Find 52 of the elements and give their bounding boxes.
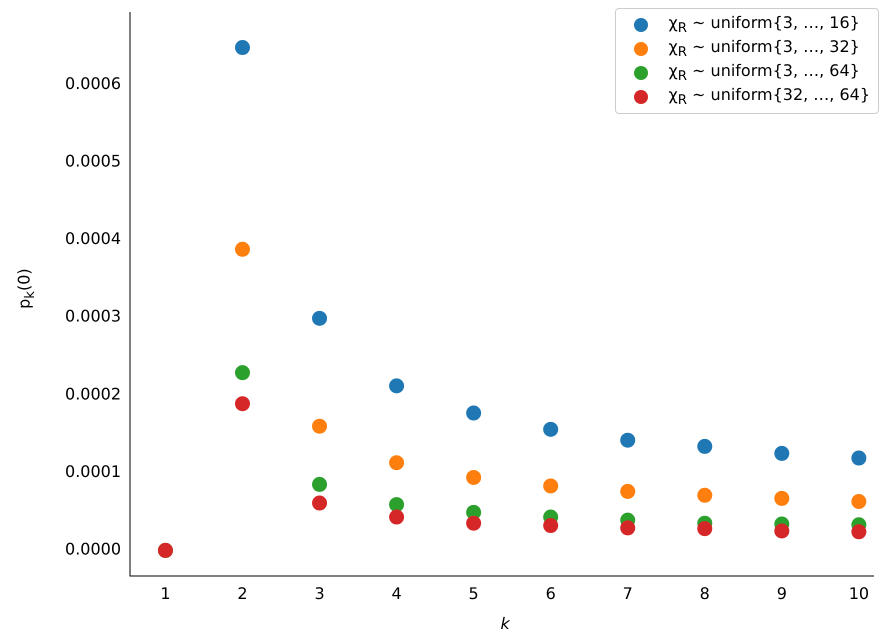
legend-label: χ$_{R}$ ∼ uniform{3, …, 32}: [668, 37, 860, 61]
y-tick-label: 0.0004: [65, 229, 121, 248]
point: [851, 450, 866, 466]
point: [234, 396, 250, 412]
point: [389, 455, 404, 470]
legend-label: χ$_{R}$ ∼ uniform{3, …, 16}: [668, 13, 860, 37]
x-tick-label: 8: [700, 584, 710, 603]
x-axis-title: k: [500, 614, 510, 633]
point: [389, 378, 404, 394]
x-tick-label: 2: [237, 584, 248, 603]
legend-label: χ$_{R}$ ∼ uniform{32, …, 64}: [668, 85, 870, 109]
y-tick-label: 0.0002: [65, 384, 121, 404]
x-tick-label: 4: [391, 584, 402, 603]
point: [697, 488, 712, 503]
point: [620, 432, 636, 448]
point: [389, 510, 404, 525]
point: [851, 524, 866, 540]
point: [774, 446, 790, 461]
point: [697, 521, 712, 536]
point: [774, 523, 790, 538]
y-tick-label: 0.0005: [65, 152, 121, 171]
point: [543, 518, 558, 534]
point: [620, 520, 636, 536]
point: [620, 484, 636, 499]
point: [234, 242, 250, 257]
point: [234, 365, 250, 380]
point: [312, 310, 328, 326]
y-tick-label: 0.0001: [65, 462, 121, 481]
x-tick-label: 7: [622, 584, 633, 603]
y-tick-label: 0.0003: [65, 306, 121, 326]
point: [312, 496, 328, 511]
point: [851, 494, 866, 509]
point: [312, 418, 328, 434]
point: [466, 470, 482, 485]
point: [234, 40, 250, 56]
point: [774, 490, 790, 506]
point: [466, 516, 482, 531]
legend-label: χ$_{R}$ ∼ uniform{3, …, 64}: [668, 61, 860, 85]
x-tick-label: 3: [314, 584, 325, 603]
x-tick-label: 9: [776, 584, 787, 603]
y-tick-label: 0.0006: [65, 74, 121, 93]
point: [697, 438, 712, 454]
point: [466, 406, 482, 421]
point: [389, 497, 404, 512]
x-tick-label: 6: [546, 584, 556, 603]
x-tick-label: 10: [848, 584, 870, 603]
point: [543, 478, 558, 494]
x-tick-label: 5: [468, 584, 479, 603]
x-tick-label: 1: [160, 584, 171, 603]
point: [312, 476, 328, 492]
y-tick-label: 0.0000: [65, 540, 121, 559]
point: [543, 422, 558, 437]
